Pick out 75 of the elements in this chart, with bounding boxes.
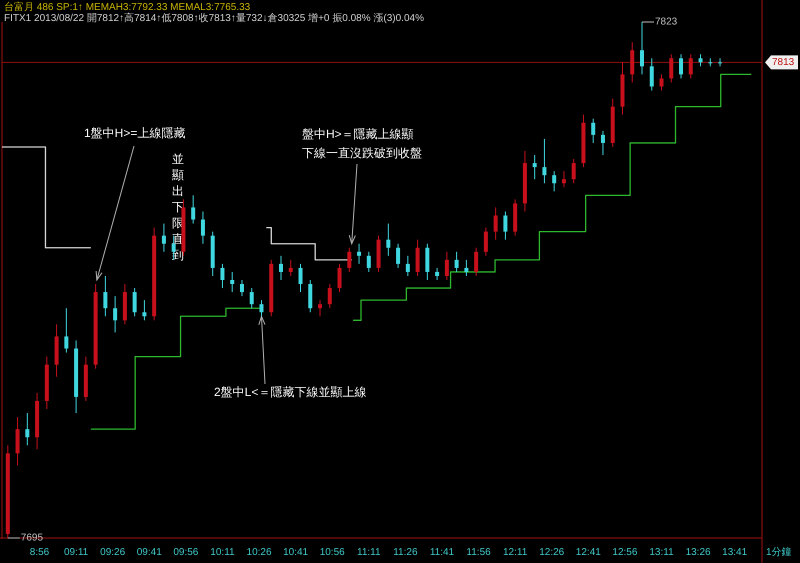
ref-line-label: 7813 (772, 56, 795, 68)
x-tick-label: 8:56 (30, 547, 50, 558)
x-tick-label: 10:56 (320, 547, 346, 558)
candlestick (484, 227, 488, 256)
candlestick (357, 243, 362, 264)
annotation: 1盤中H>=上線隱藏 (84, 126, 186, 140)
candlestick (366, 251, 371, 272)
annotation: 7823 (654, 16, 678, 28)
candlestick (464, 259, 468, 276)
candlestick (474, 247, 478, 276)
candlestick (250, 288, 254, 309)
annotation: 盤中H>＝隱藏上線顯下線一直沒跌破到收盤 (302, 127, 422, 160)
x-tick-label: 09:41 (136, 547, 162, 558)
x-tick-label: 11:26 (393, 547, 418, 558)
candlestick (494, 206, 498, 240)
candlestick (572, 158, 576, 184)
candlestick (298, 263, 303, 293)
annotation: 2盤中L<＝隱藏下線並顯上線 (214, 385, 366, 399)
candlestick (220, 263, 224, 289)
candlestick (191, 194, 196, 224)
candlestick (25, 412, 30, 446)
candlestick (679, 54, 684, 79)
x-tick-label: 13:41 (722, 547, 748, 558)
candlestick (444, 251, 449, 280)
candlestick (278, 255, 283, 280)
x-tick-label: 09:26 (100, 547, 126, 558)
candlestick (562, 170, 566, 188)
candlestick (288, 259, 293, 276)
candlestick (406, 255, 410, 276)
x-tick-label: 10:26 (246, 547, 272, 558)
candlestick (318, 300, 322, 317)
x-tick-label: 12:26 (539, 547, 565, 558)
x-tick-label: 13:11 (649, 547, 674, 558)
candlestick (591, 118, 596, 144)
candlestick (552, 170, 556, 192)
candlestick (338, 263, 342, 293)
x-tick-label: 12:11 (503, 547, 528, 558)
x-tick-label: 10:41 (283, 547, 309, 558)
chart-subtitle: FITX1 2013/08/22 開7812↑高7814↑低7808↑收7813↑量732↓倉30325 增+0 振0.08% 漲(3)0.04% (4, 12, 424, 24)
candlestick (328, 284, 332, 309)
x-tick-label: 11:11 (357, 547, 382, 558)
candlestick (386, 223, 390, 256)
candlestick (640, 22, 644, 75)
candlestick (698, 54, 703, 67)
candlestick (200, 210, 205, 244)
chart-title: 台富月 486 SP:1↑ MEMAH3:7792.33 MEMAL3:7765.33 (4, 1, 251, 13)
x-tick-label: 13:26 (686, 547, 712, 558)
candlestick (454, 251, 459, 272)
x-tick-label: 12:56 (612, 547, 638, 558)
candlestick (64, 308, 68, 354)
candlestick (688, 54, 693, 79)
candlestick (132, 288, 137, 317)
candlestick (230, 271, 234, 293)
candlestick (532, 154, 537, 180)
candlestick (396, 243, 400, 268)
candlestick (162, 223, 166, 252)
x-tick-label: 10:11 (210, 547, 236, 558)
candlestick (347, 247, 352, 272)
candlestick (142, 300, 146, 321)
x-tick-label: 11:56 (466, 547, 492, 558)
x-tick-label: 09:56 (173, 547, 199, 558)
candlestick (542, 138, 546, 184)
x-tick-label: 12:41 (576, 547, 602, 558)
candlestick (660, 74, 664, 92)
candlestick (240, 280, 244, 297)
x-tick-label: 11:41 (430, 547, 455, 558)
x-tick-label: 09:11 (64, 547, 89, 558)
candlestick (669, 54, 674, 83)
text: 1分鐘 (766, 546, 792, 558)
candlestick (103, 275, 108, 317)
candlestick (600, 130, 605, 156)
candlestick (650, 58, 654, 92)
candlestick (503, 210, 508, 240)
candlestick (113, 296, 118, 333)
candlestick (435, 267, 440, 280)
